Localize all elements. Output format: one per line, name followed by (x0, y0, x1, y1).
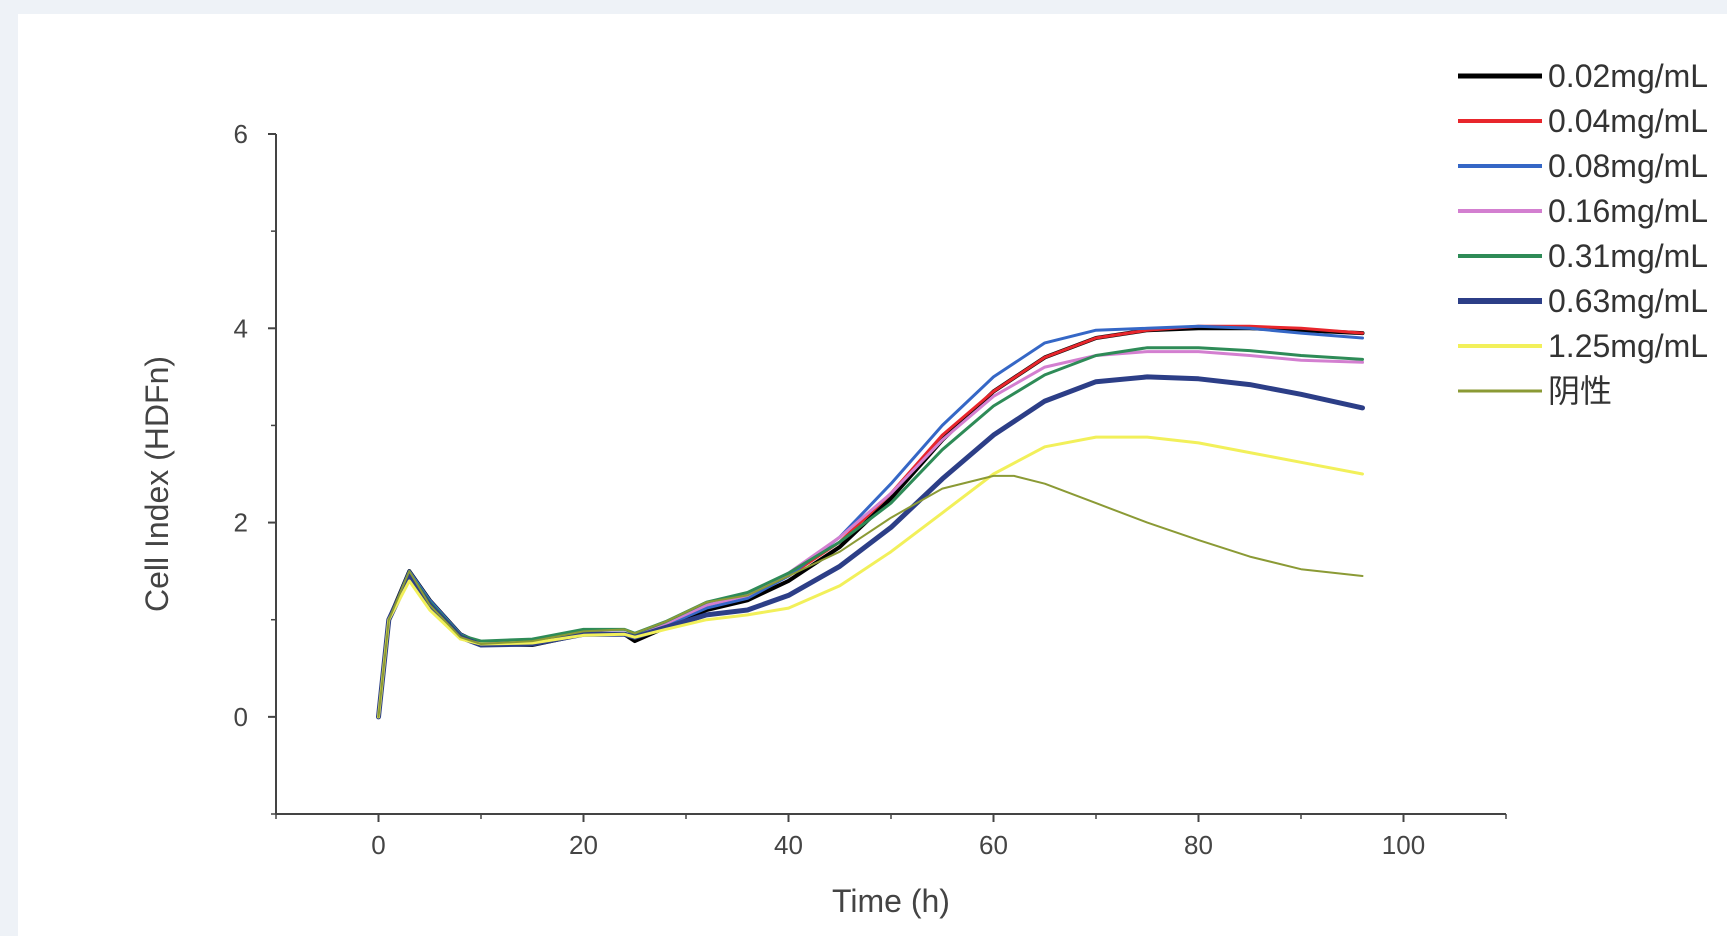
series-line-8 (377, 474, 1364, 718)
x-tick-label: 40 (774, 830, 803, 860)
y-axis-title: Cell Index (HDFn) (139, 356, 175, 612)
chart-panel: 0 20 40 60 80 100 0 2 4 6 Time (h) Cell Index (HD… (18, 14, 1727, 936)
x-tick-label: 80 (1184, 830, 1213, 860)
legend-label: 0.63mg/mL (1548, 283, 1708, 319)
x-tick-label: 20 (569, 830, 598, 860)
x-axis-title: Time (h) (832, 883, 950, 919)
x-tick-label: 60 (979, 830, 1008, 860)
series-line-6 (376, 374, 1365, 720)
line-chart: 0 20 40 60 80 100 0 2 4 6 Time (h) Cell Index (HD… (139, 58, 1708, 919)
series-line-1 (376, 326, 1365, 719)
y-tick-label: 4 (234, 313, 248, 343)
series-line-3 (377, 324, 1364, 719)
legend-label: 0.04mg/mL (1548, 103, 1708, 139)
y-tick-label: 2 (234, 508, 248, 538)
series-line-4 (377, 350, 1364, 719)
legend-label: 1.25mg/mL (1548, 328, 1708, 364)
x-tick-label: 100 (1382, 830, 1425, 860)
series-line-7 (377, 435, 1364, 719)
x-tick-label: 0 (371, 830, 385, 860)
legend-label: 0.02mg/mL (1548, 58, 1708, 94)
legend-label: 0.31mg/mL (1548, 238, 1708, 274)
chart-legend: 0.02mg/mL 0.04mg/mL 0.08mg/mL 0.16mg/mL 0.31… (1458, 58, 1708, 409)
chart-ticks: 0 20 40 60 80 100 0 2 4 6 (234, 119, 1507, 860)
legend-label: 0.08mg/mL (1548, 148, 1708, 184)
legend-label: 0.16mg/mL (1548, 193, 1708, 229)
legend-label: 阴性 (1548, 373, 1612, 409)
y-tick-label: 0 (234, 702, 248, 732)
chart-series (376, 324, 1365, 720)
y-tick-label: 6 (234, 119, 248, 149)
series-line-2 (377, 324, 1364, 719)
chart-axes (275, 134, 1506, 815)
